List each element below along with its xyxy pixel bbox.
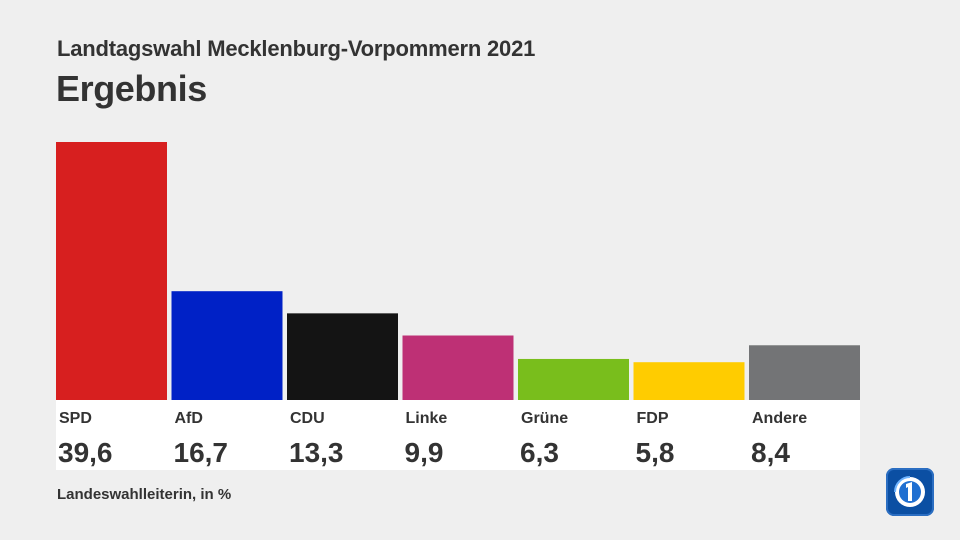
value-label: 5,8 [636, 437, 675, 468]
bar-fdp [633, 362, 745, 400]
value-label: 9,9 [405, 437, 444, 468]
category-label: CDU [290, 410, 325, 427]
label-band [56, 400, 860, 470]
value-label: 39,6 [58, 437, 113, 468]
value-label: 13,3 [289, 437, 344, 468]
category-label: Linke [406, 410, 448, 427]
category-label: AfD [175, 410, 203, 427]
bar-cdu [287, 313, 398, 400]
bar-spd [56, 142, 167, 400]
bar-andere [749, 345, 860, 400]
category-label: Andere [752, 410, 807, 427]
value-label: 6,3 [520, 437, 559, 468]
chart-title: Ergebnis [56, 68, 207, 109]
ard-logo-icon [886, 468, 934, 516]
category-label: Grüne [521, 410, 568, 427]
category-label: FDP [637, 410, 669, 427]
bar-grüne [518, 358, 629, 400]
source-note: Landeswahlleiterin, in % [57, 486, 232, 503]
bar-linke [402, 335, 514, 400]
value-label: 8,4 [751, 437, 790, 468]
chart-subtitle: Landtagswahl Mecklenburg-Vorpommern 2021 [57, 36, 536, 61]
value-label: 16,7 [174, 437, 229, 468]
category-label: SPD [59, 410, 92, 427]
bar-afd [171, 291, 283, 400]
